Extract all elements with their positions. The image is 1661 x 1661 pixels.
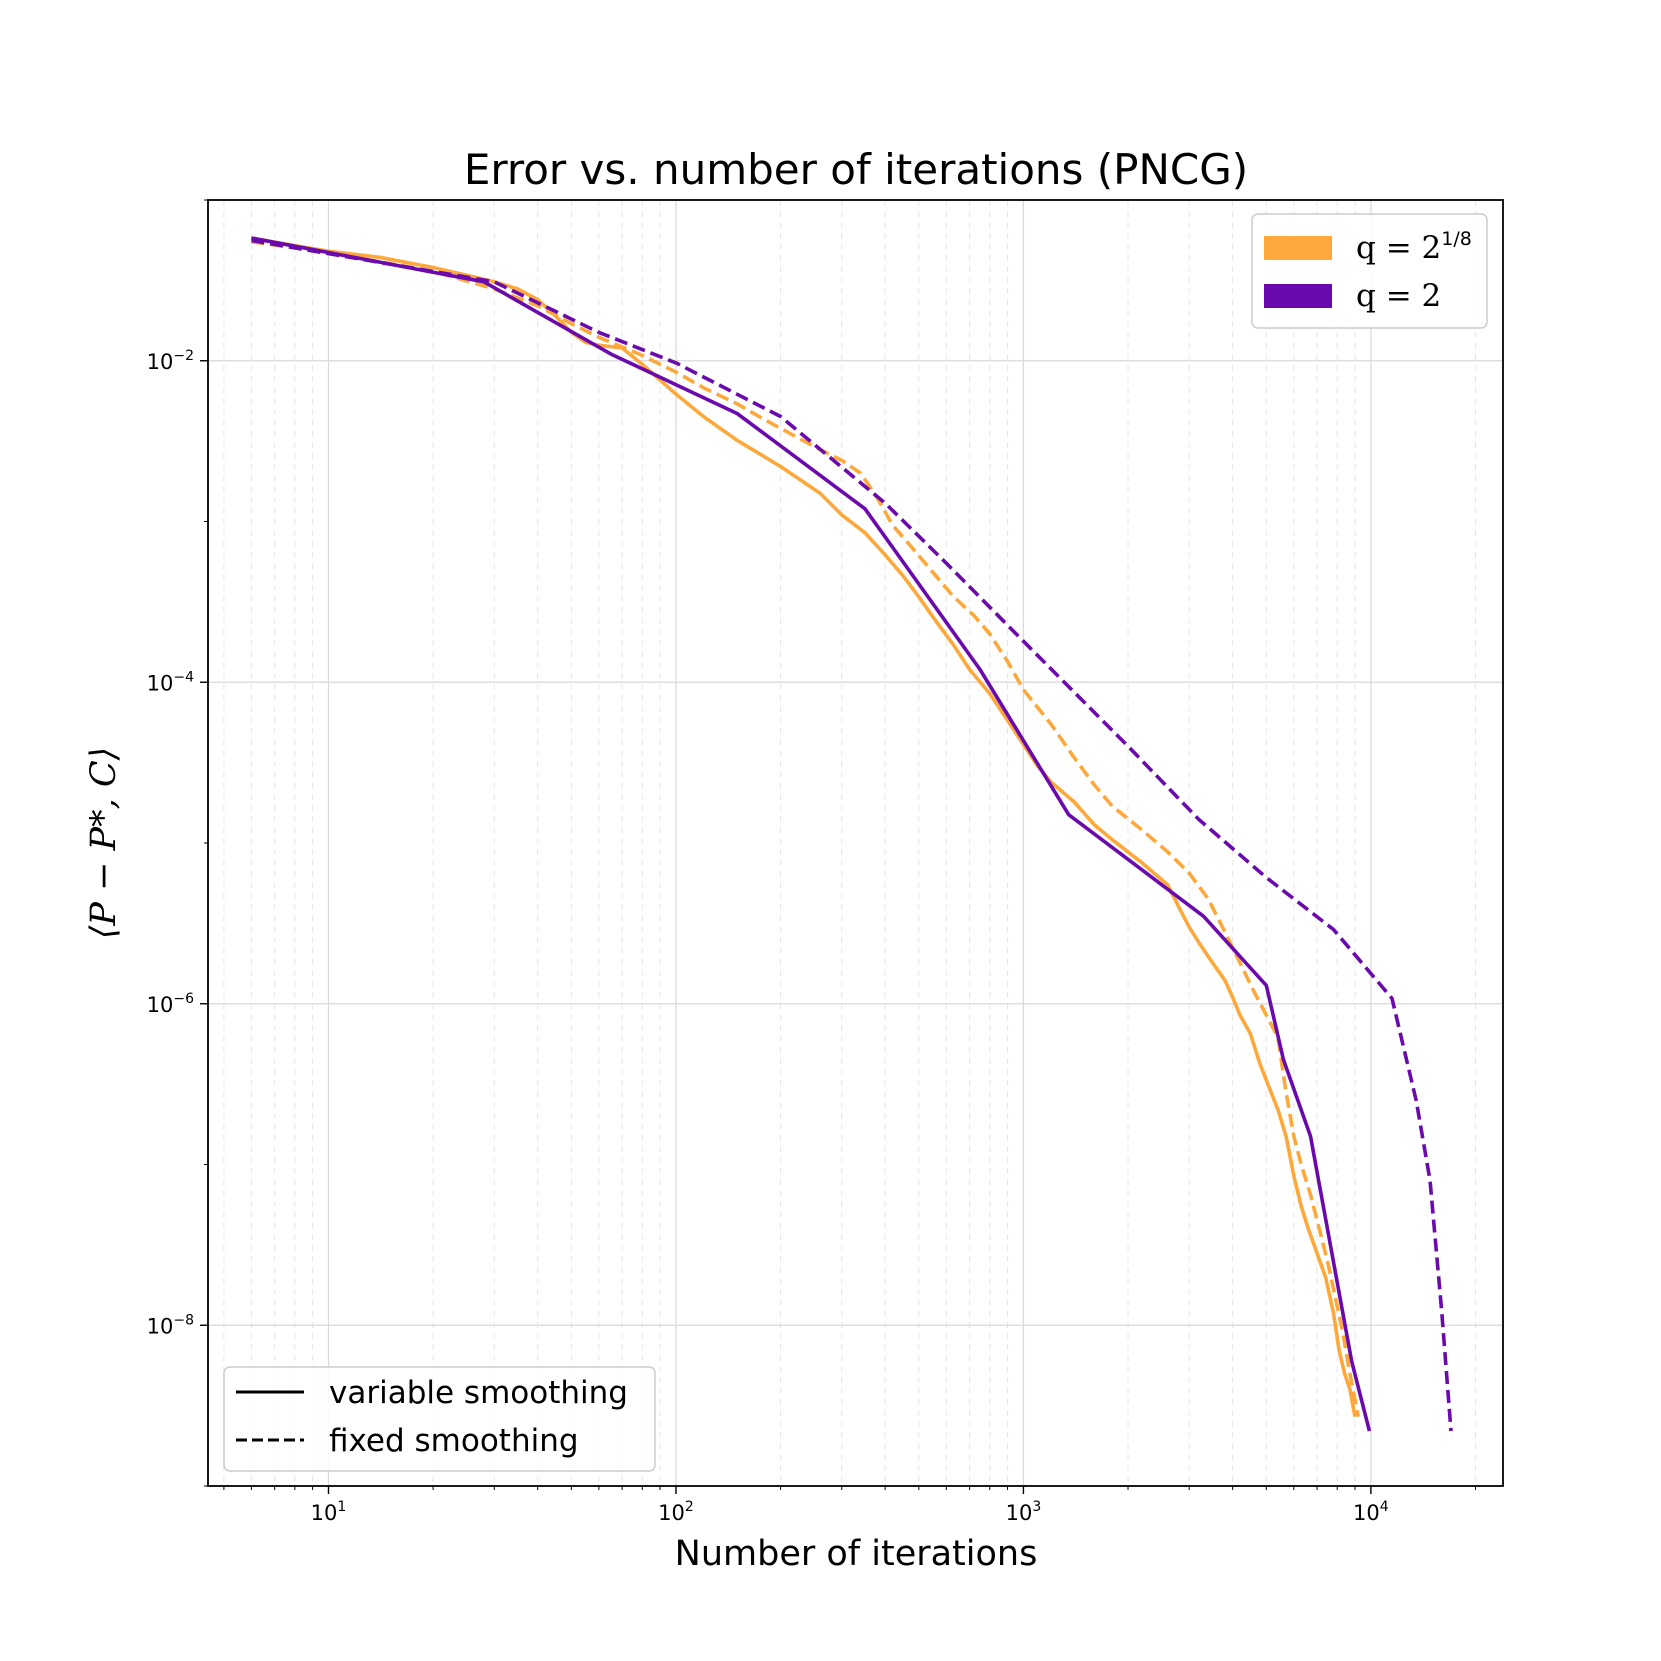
legend-swatch-q-2-1-8 [1264, 236, 1332, 260]
y-tick-label: 10−4 [147, 669, 194, 695]
style-legend: variable smoothing fixed smoothing [223, 1366, 656, 1472]
y-axis-label: ⟨P − P*, C⟩ [84, 747, 124, 940]
major-grid [208, 200, 1503, 1486]
legend-swatch-q-2 [1264, 284, 1332, 308]
legend-label-q-2: q = 2 [1356, 278, 1441, 314]
series-line-2 [251, 236, 1372, 1432]
minor-grid [223, 200, 1476, 1486]
series-layer [251, 236, 1453, 1432]
y-tick-label: 10−8 [147, 1312, 194, 1338]
legend-label-variable-smoothing: variable smoothing [329, 1375, 628, 1411]
y-tick-label: 10−2 [147, 348, 194, 374]
x-tick-label: 103 [1006, 1499, 1042, 1525]
color-legend: q = 21/8 q = 2 [1251, 213, 1488, 329]
x-tick-label: 104 [1353, 1499, 1389, 1525]
style-legend-box [223, 1366, 656, 1472]
y-axis-ticks: 10−2 10−4 10−6 10−8 [147, 199, 208, 1487]
series-line-1 [251, 239, 1361, 1418]
x-axis-label: Number of iterations [675, 1534, 1038, 1574]
x-tick-label: 101 [311, 1499, 347, 1525]
chart-title: Error vs. number of iterations (PNCG) [464, 145, 1248, 194]
series-line-3 [251, 238, 1453, 1432]
x-tick-label: 102 [658, 1499, 694, 1525]
legend-label-fixed-smoothing: fixed smoothing [329, 1423, 579, 1459]
x-axis-ticks: 101 102 103 104 [223, 1486, 1476, 1525]
legend-label-q-2-1-8: q = 21/8 [1356, 228, 1472, 266]
y-tick-label: 10−6 [147, 991, 194, 1017]
